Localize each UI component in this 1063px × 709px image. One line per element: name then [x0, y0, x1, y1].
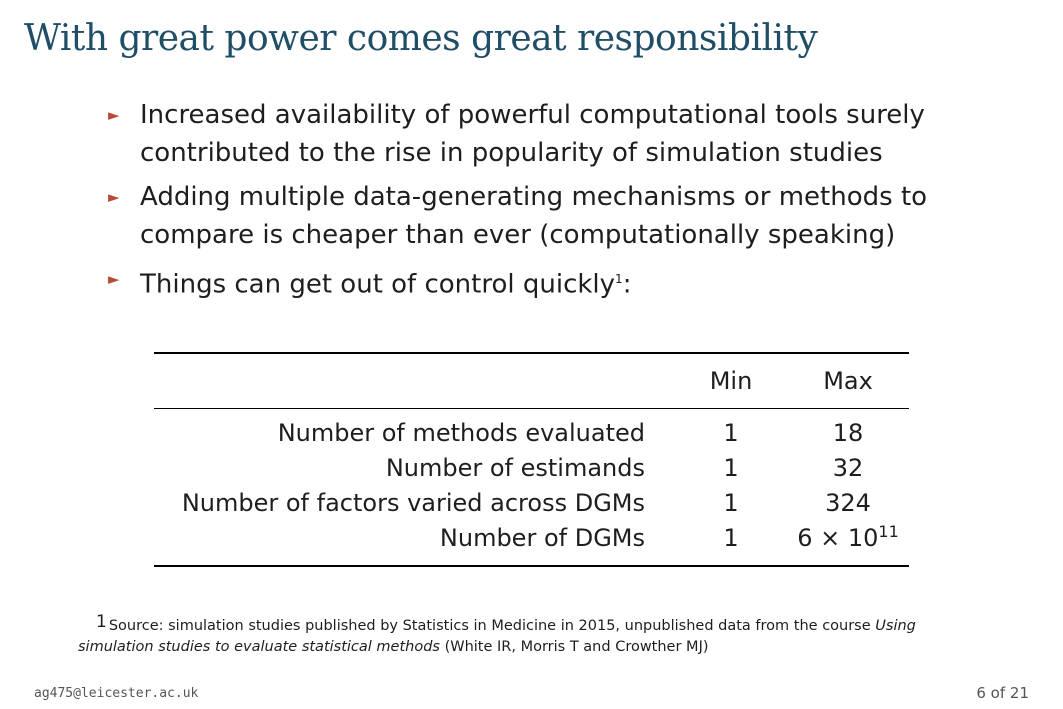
header-label: [154, 353, 675, 409]
page-number: 6 of 21: [976, 684, 1029, 702]
row-label: Number of methods evaluated: [277, 419, 645, 447]
row-max: 32: [832, 454, 864, 482]
footnote-ref: 1: [615, 272, 623, 286]
row-label: Number of estimands: [385, 454, 645, 482]
triangle-bullet-icon: ►: [108, 270, 120, 288]
footnote: 1 Source: simulation studies published by…: [78, 612, 978, 658]
row-max: 324: [825, 489, 871, 517]
bullet-item: ► Increased availability of powerful com…: [108, 96, 1008, 172]
footer-email: ag475@leicester.ac.uk: [34, 686, 199, 701]
triangle-bullet-icon: ►: [108, 106, 120, 124]
table-header-row: Min Max: [154, 353, 909, 409]
row-max: 18: [832, 419, 864, 447]
row-min: 1: [723, 419, 739, 447]
bullet-item: ► Adding multiple data-generating mechan…: [108, 178, 1008, 254]
bullet-item: ► Things can get out of control quickly1…: [108, 260, 1008, 304]
row-min: 1: [723, 489, 739, 517]
stats-table: Min Max Number of methods evaluated 1 18…: [154, 352, 909, 567]
bullet-text: Things can get out of control quickly: [140, 269, 616, 300]
footnote-course-title: Using simulation studies to evaluate sta…: [78, 618, 916, 655]
row-min: 1: [723, 524, 739, 552]
row-min: 1: [723, 454, 739, 482]
max-exponent: 11: [878, 522, 899, 541]
bullet-suffix: :: [622, 269, 632, 300]
row-max: 6 × 1011: [787, 521, 909, 566]
max-base: 6 × 10: [797, 524, 879, 552]
triangle-bullet-icon: ►: [108, 188, 120, 206]
bullet-list: ► Increased availability of powerful com…: [108, 96, 1008, 310]
row-label: Number of DGMs: [439, 524, 645, 552]
bullet-text: Increased availability of powerful compu…: [140, 100, 925, 168]
header-min: Min: [709, 367, 753, 395]
table-row: Number of estimands 1 32: [154, 451, 909, 486]
footnote-mark: 1: [96, 612, 107, 632]
footnote-text: Source: simulation studies published by …: [108, 618, 876, 634]
table-row: Number of methods evaluated 1 18: [154, 409, 909, 452]
footnote-authors: (White IR, Morris T and Crowther MJ): [439, 639, 709, 655]
table-row: Number of DGMs 1 6 × 1011: [154, 521, 909, 566]
header-max: Max: [823, 367, 873, 395]
bullet-text: Adding multiple data-generating mechanis…: [140, 182, 928, 250]
row-label: Number of factors varied across DGMs: [181, 489, 645, 517]
table-row: Number of factors varied across DGMs 1 3…: [154, 486, 909, 521]
slide-title: With great power comes great responsibil…: [24, 18, 818, 59]
